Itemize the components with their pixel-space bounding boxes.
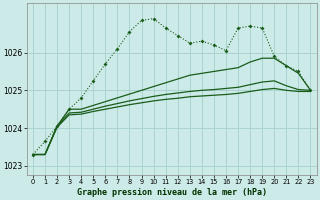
X-axis label: Graphe pression niveau de la mer (hPa): Graphe pression niveau de la mer (hPa) <box>77 188 267 197</box>
